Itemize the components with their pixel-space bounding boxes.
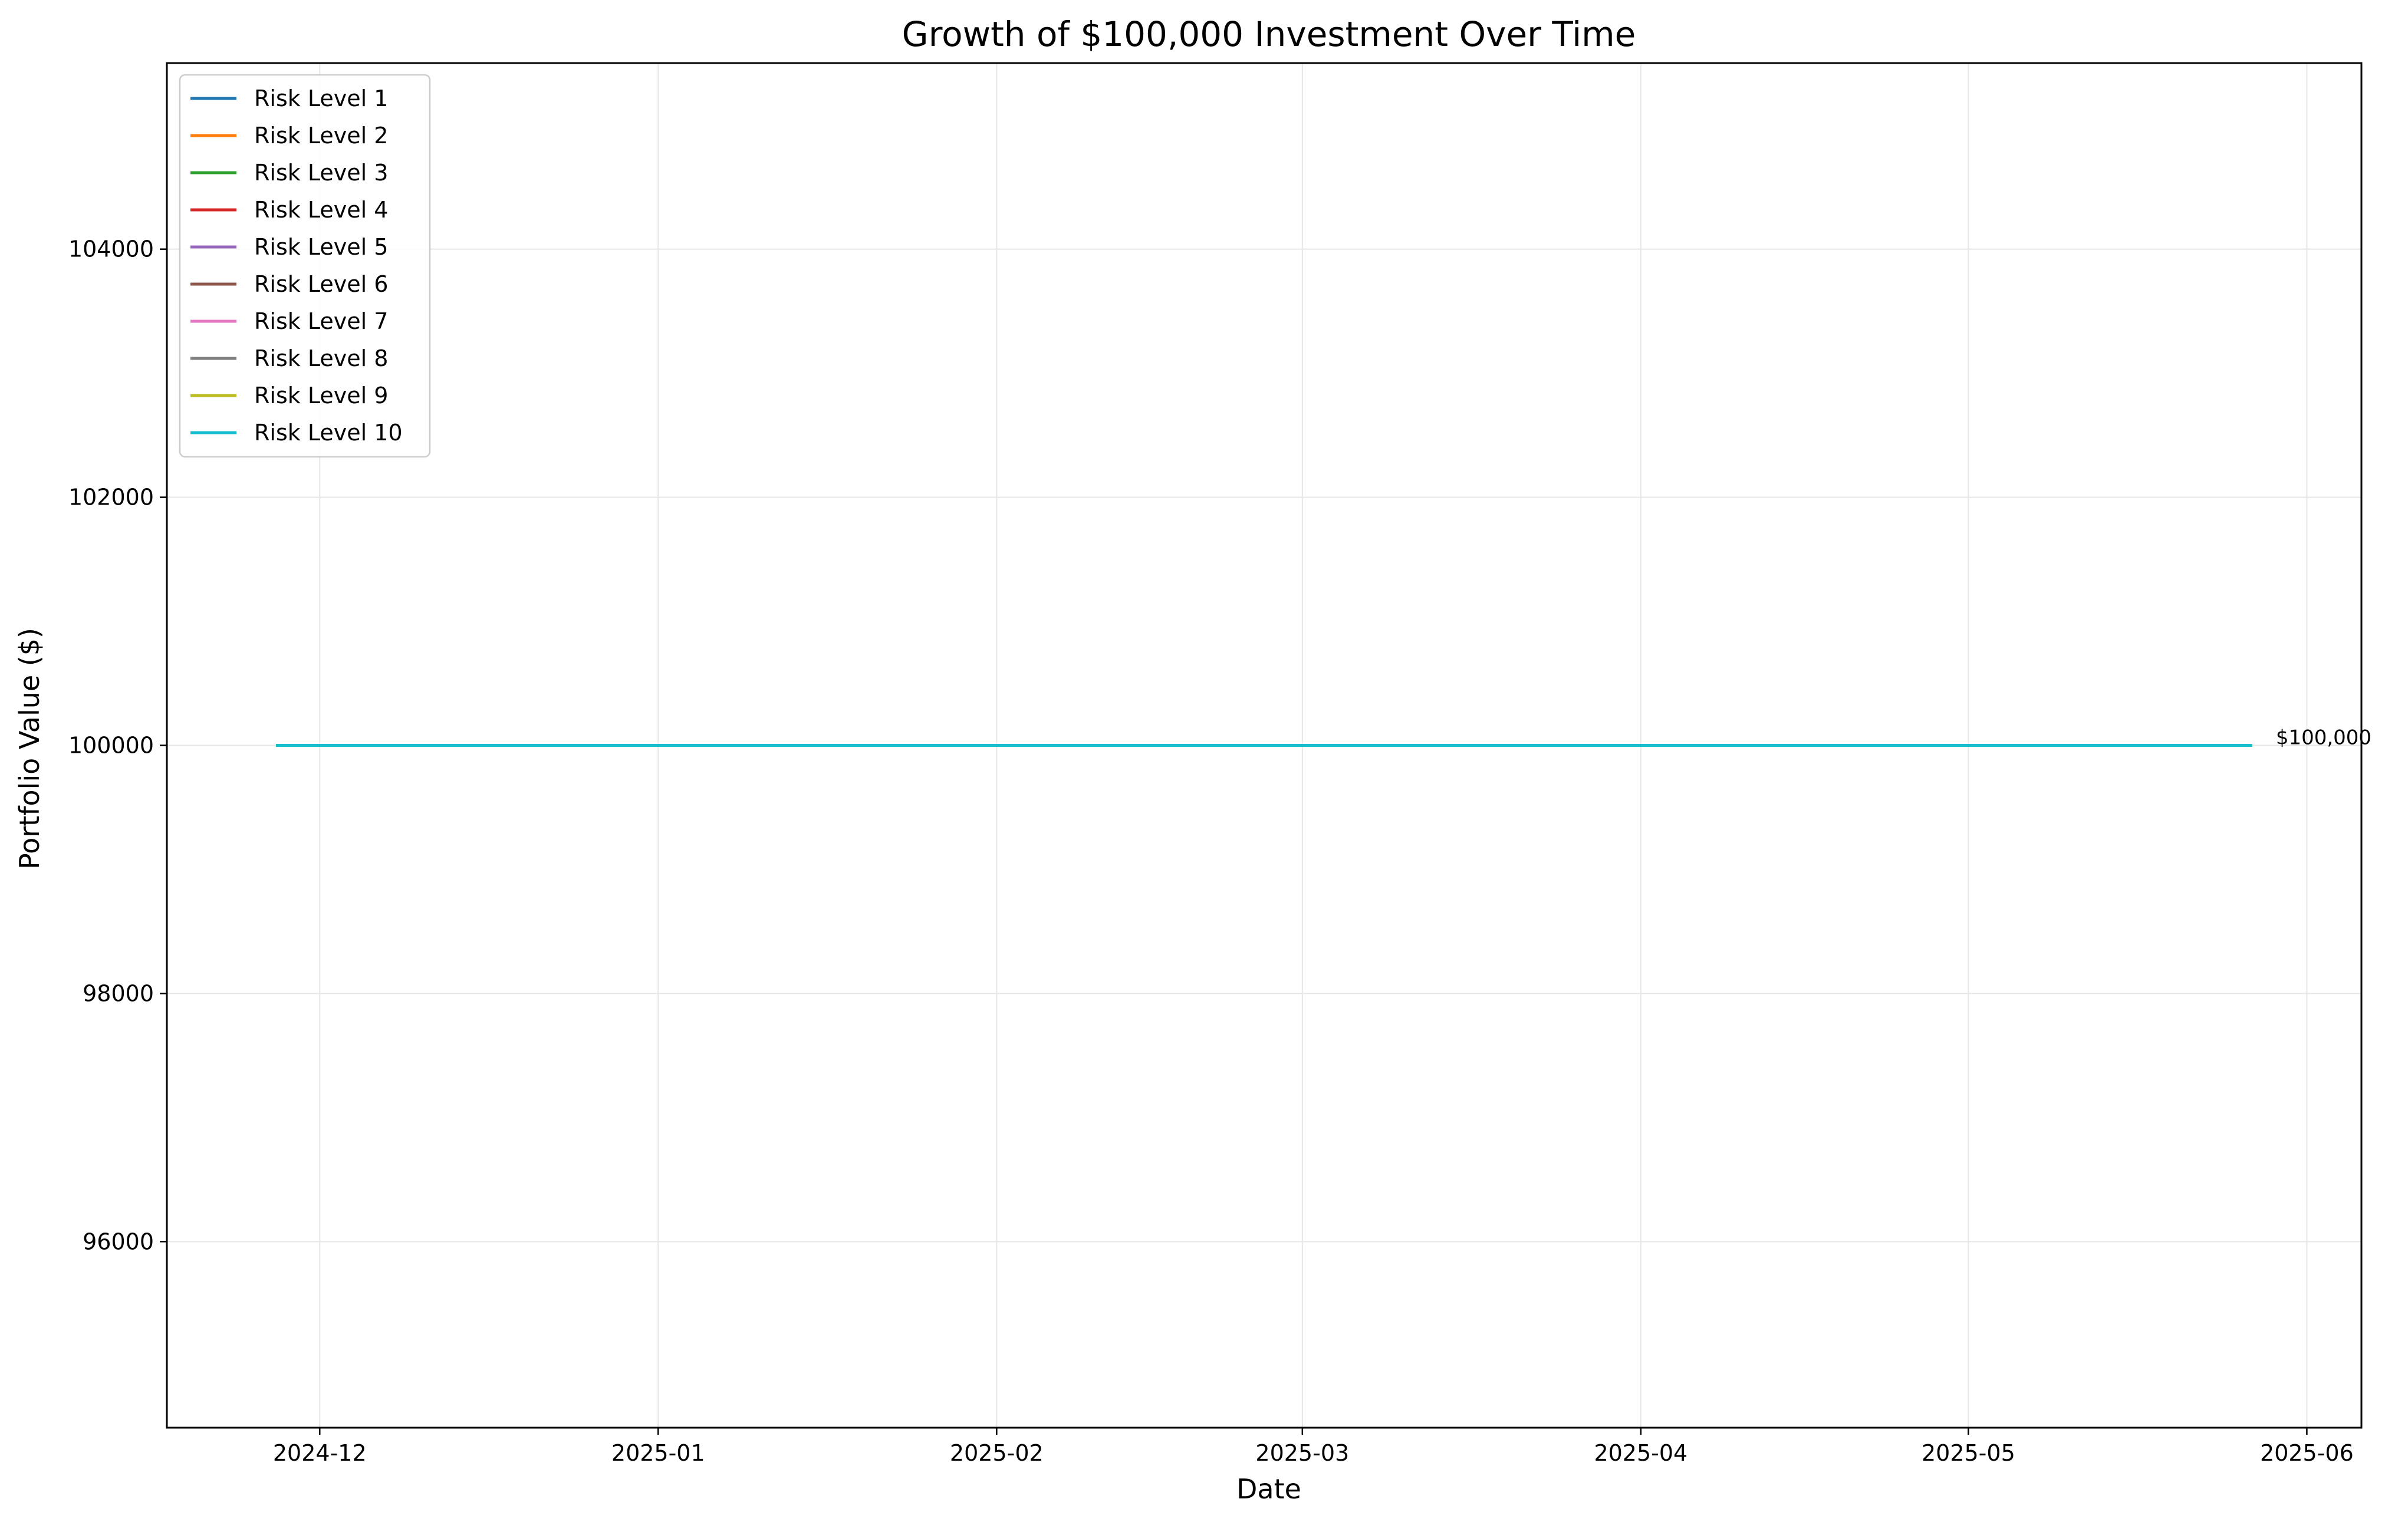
x-tick-label: 2025-04 — [1594, 1440, 1687, 1466]
legend-label: Risk Level 5 — [254, 234, 388, 260]
legend: Risk Level 1 Risk Level 2 Risk Level 3 Risk… — [179, 74, 431, 458]
annotations: $100,000 — [2276, 726, 2371, 750]
x-tick-label: 2025-05 — [1922, 1440, 2015, 1466]
y-tick-label: 96000 — [83, 1228, 154, 1254]
chart-title: Growth of $100,000 Investment Over Time — [902, 14, 1636, 54]
y-tick-label: 104000 — [68, 236, 154, 262]
x-axis-label: Date — [1236, 1473, 1301, 1505]
legend-label: Risk Level 4 — [254, 197, 388, 223]
legend-label: Risk Level 7 — [254, 308, 388, 334]
x-tick-label: 2025-06 — [2260, 1440, 2354, 1466]
x-axis-ticks: 2024-12 2025-01 2025-02 2025-03 2025-04 2025-… — [273, 1428, 2354, 1466]
y-tick-label: 102000 — [68, 485, 154, 510]
legend-label: Risk Level 8 — [254, 345, 388, 371]
y-axis-ticks: 96000 98000 100000 102000 104000 — [68, 236, 167, 1254]
end-value-annotation: $100,000 — [2276, 726, 2371, 750]
x-tick-label: 2025-03 — [1255, 1440, 1349, 1466]
legend-box — [179, 74, 431, 458]
x-tick-label: 2025-02 — [950, 1440, 1044, 1466]
y-tick-label: 100000 — [68, 733, 154, 759]
y-tick-label: 98000 — [83, 980, 154, 1006]
legend-label: Risk Level 6 — [254, 271, 388, 297]
y-axis-label: Portfolio Value ($) — [14, 628, 45, 869]
legend-label: Risk Level 9 — [254, 383, 388, 408]
x-tick-label: 2025-01 — [611, 1440, 705, 1466]
x-tick-label: 2024-12 — [273, 1440, 367, 1466]
legend-label: Risk Level 3 — [254, 160, 388, 186]
legend-label: Risk Level 10 — [254, 420, 403, 446]
legend-label: Risk Level 1 — [254, 85, 388, 111]
legend-label: Risk Level 2 — [254, 123, 388, 149]
